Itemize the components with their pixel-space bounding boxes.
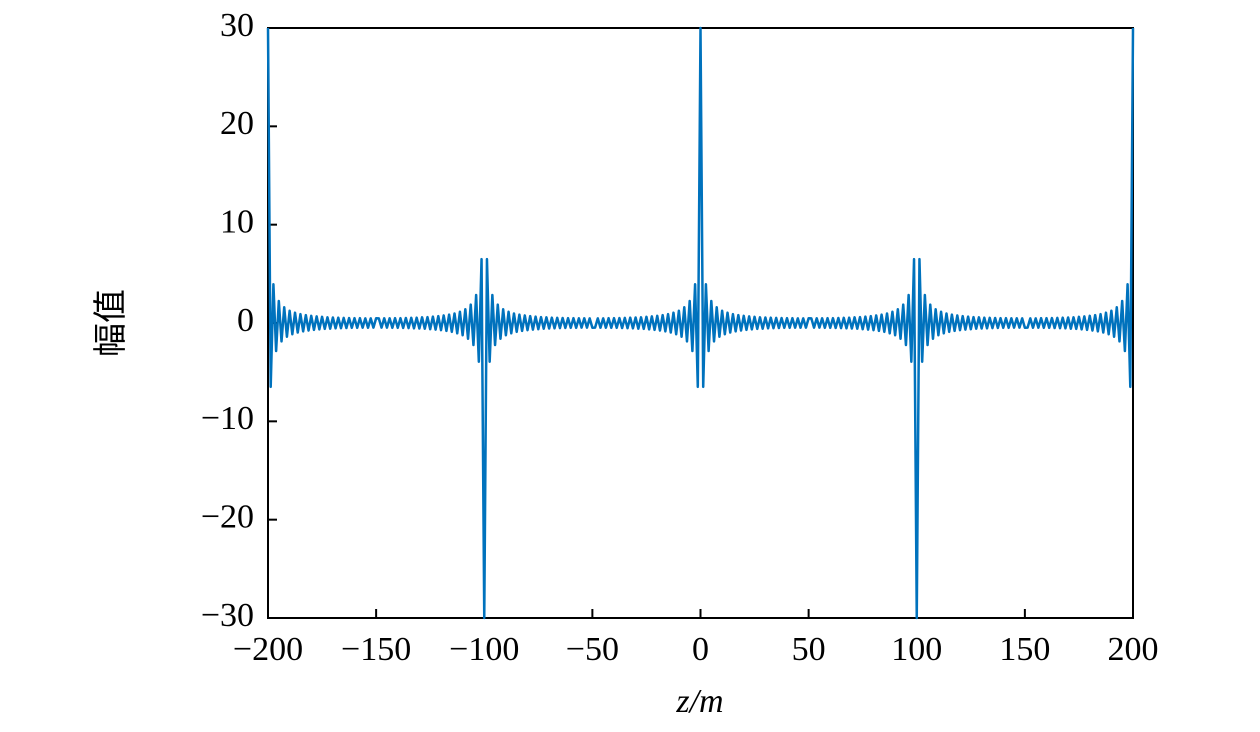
- x-tick-label: 150: [999, 631, 1050, 668]
- y-tick-label: −10: [201, 400, 254, 437]
- y-tick-label: −20: [201, 498, 254, 535]
- y-axis-label: 幅值: [92, 289, 130, 357]
- x-tick-label: −150: [341, 631, 411, 668]
- data-line: [266, 26, 1135, 620]
- y-tick-label: 30: [220, 7, 254, 44]
- x-axis-label: z/m: [675, 683, 723, 720]
- y-tick-label: 10: [220, 203, 254, 240]
- x-tick-label: 200: [1108, 631, 1159, 668]
- x-tick-label: −200: [233, 631, 303, 668]
- x-tick-label: 100: [891, 631, 942, 668]
- y-tick-label: 20: [220, 105, 254, 142]
- x-tick-label: −50: [566, 631, 619, 668]
- x-tick-label: 50: [792, 631, 826, 668]
- x-tick-label: 0: [692, 631, 709, 668]
- y-tick-label: 0: [237, 302, 254, 339]
- y-tick-label: −30: [201, 597, 254, 634]
- x-tick-label: −100: [449, 631, 519, 668]
